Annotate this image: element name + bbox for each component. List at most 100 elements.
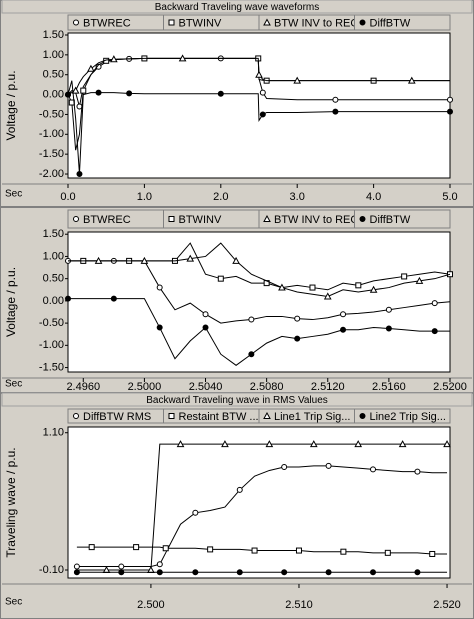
y-tick-label: 0.00 [43,295,64,307]
data-point [278,283,286,291]
data-point [156,561,163,568]
chart-title: Backward Traveling wave waveforms [155,2,320,13]
data-point [281,464,288,471]
data-point [118,563,125,570]
data-point [236,486,243,493]
data-point [265,440,274,448]
y-tick-label: -1.00 [39,128,64,140]
y-tick-label: -0.50 [39,108,64,120]
data-point [76,171,83,178]
legend-label: BTWINV [179,17,222,29]
data-point [156,569,163,576]
data-point [447,108,453,115]
data-point [118,569,125,576]
data-point [80,87,87,94]
data-point [431,300,438,307]
data-point [109,55,118,63]
data-point [385,306,392,313]
legend-label: Line1 Trip Sig... [274,411,350,423]
data-point [217,275,224,282]
data-point [94,256,103,264]
legend-label: BTW INV to REC [274,17,358,29]
data-point [76,103,83,110]
data-point [192,509,199,516]
data-point [186,254,195,262]
y-tick-label: 1.50 [43,29,64,41]
legend-label: BTWINV [179,214,222,226]
data-point [73,569,80,576]
data-point [398,440,407,448]
y-tick-label: -2.00 [39,168,64,180]
data-point [71,86,80,94]
data-point [207,546,214,553]
data-point [295,547,302,554]
data-point [248,316,255,323]
legend-marker [73,216,79,222]
series-line [76,443,448,571]
y-axis-label: Traveling wave / p.u. [4,447,18,557]
legend-label: DiffBTW [370,17,411,29]
data-point [259,89,266,96]
data-point [88,544,95,551]
x-tick-label: 2.5120 [311,381,345,393]
data-point [251,547,258,554]
legend-marker [359,19,366,26]
y-tick-label: 0.00 [43,88,64,100]
legend-marker [263,18,271,26]
data-point [332,108,339,115]
series-line [67,80,450,175]
legend-marker [359,216,366,222]
data-point [309,284,316,291]
data-point [354,440,363,448]
legend-marker [168,19,175,26]
data-point [384,549,391,556]
data-point [176,440,185,448]
y-tick-label: -1.00 [39,339,64,351]
legend-marker [168,216,175,222]
data-point [192,569,199,576]
y-tick-label: 1.00 [43,250,64,262]
data-point [355,282,362,289]
data-point [73,563,80,570]
title-bar [1,0,473,14]
data-point [126,90,133,97]
data-point [414,468,421,475]
data-point [370,466,377,473]
x-tick-label: 2.5160 [372,381,406,393]
y-tick-label: 1.10 [43,427,64,439]
data-point [443,440,451,448]
legend-cell [354,209,451,229]
data-point [281,569,288,576]
title-bar [1,392,473,407]
data-point [259,111,266,118]
x-tick-label: 1.0 [137,191,152,203]
legend-marker [168,413,175,419]
data-point [429,550,436,557]
x-axis-label: Sec [5,379,22,390]
y-axis-label: Voltage / p.u. [4,267,18,337]
data-point [202,324,209,331]
legend-marker [263,214,271,222]
y-tick-label: 0.50 [43,69,64,81]
data-point [255,70,263,78]
data-point [431,328,438,335]
data-point [370,569,377,576]
y-tick-label: 1.50 [43,228,64,240]
data-point [407,76,416,84]
x-tick-label: 3.0 [290,191,305,203]
data-point [248,351,255,358]
y-tick-label: -0.50 [39,317,64,329]
x-tick-label: 2.5080 [250,381,284,393]
data-point [217,90,224,97]
series-line [67,57,450,96]
x-axis-label: Sec [5,597,22,608]
data-point [309,440,318,448]
data-point [325,569,332,576]
data-point [447,96,453,103]
data-point [340,326,347,333]
data-point [156,324,163,331]
chart-title: Backward Traveling wave in RMS Values [146,395,328,406]
data-point [87,64,95,72]
data-point [401,273,408,280]
